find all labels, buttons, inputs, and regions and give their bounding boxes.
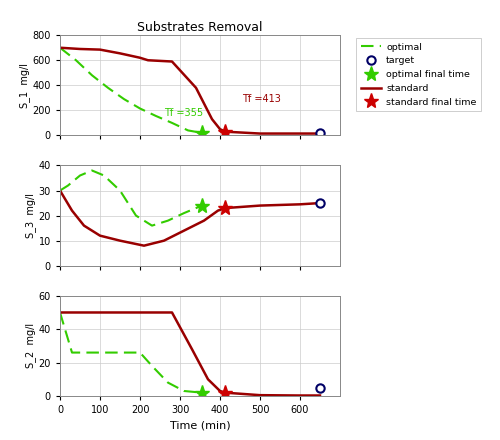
Y-axis label: S_3  mg/l: S_3 mg/l	[25, 193, 36, 238]
Y-axis label: S_2  mg/l: S_2 mg/l	[25, 323, 36, 368]
X-axis label: Time (min): Time (min)	[170, 421, 230, 431]
Title: Substrates Removal: Substrates Removal	[137, 21, 263, 34]
Text: Tf =413: Tf =413	[242, 94, 281, 103]
Legend: optimal, target, optimal final time, standard, standard final time: optimal, target, optimal final time, sta…	[356, 38, 481, 111]
Text: Tf =355: Tf =355	[164, 108, 203, 118]
Y-axis label: S_1  mg/l: S_1 mg/l	[19, 63, 30, 108]
